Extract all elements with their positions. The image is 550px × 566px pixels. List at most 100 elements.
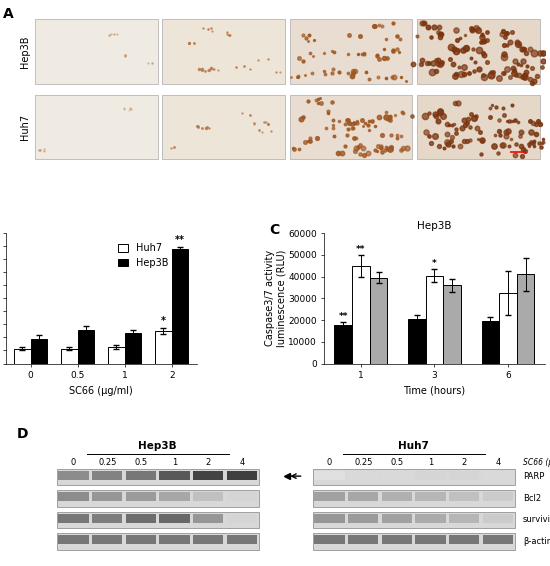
Bar [160, 492, 190, 501]
X-axis label: SC66 (μg/ml): SC66 (μg/ml) [69, 385, 133, 396]
Bar [313, 533, 515, 550]
Bar [289, 95, 412, 158]
Text: PARP: PARP [523, 473, 544, 482]
Text: 4: 4 [239, 458, 245, 468]
Bar [483, 514, 513, 523]
Bar [162, 95, 285, 158]
Bar [315, 492, 345, 501]
Bar [35, 95, 158, 158]
Bar [57, 512, 259, 528]
Text: Hep3B: Hep3B [139, 441, 177, 452]
Bar [58, 492, 89, 501]
Text: **: ** [338, 312, 348, 321]
Text: Huh7: Huh7 [20, 114, 30, 140]
Bar [58, 514, 89, 523]
Bar [482, 321, 499, 363]
Text: 0.25: 0.25 [98, 458, 117, 468]
Bar [162, 19, 285, 84]
Text: *: * [432, 259, 437, 268]
Bar [382, 514, 412, 523]
Bar [78, 331, 94, 363]
Bar [382, 471, 412, 480]
Bar [92, 471, 123, 480]
Legend: Huh7, Hep3B: Huh7, Hep3B [114, 239, 172, 272]
Bar [382, 535, 412, 544]
Text: 0: 0 [327, 458, 332, 468]
Text: survivin: survivin [523, 516, 550, 525]
Bar [483, 492, 513, 501]
Bar [449, 535, 480, 544]
Text: **: ** [356, 245, 366, 254]
Text: A: A [3, 7, 14, 21]
Bar [14, 349, 31, 363]
Bar [125, 333, 141, 363]
Bar [449, 492, 480, 501]
Bar [483, 471, 513, 480]
Bar [348, 514, 378, 523]
Text: SC66 (μg/ml): SC66 (μg/ml) [523, 458, 550, 468]
Bar [315, 471, 345, 480]
Bar [155, 331, 172, 363]
Bar [193, 471, 223, 480]
Bar [334, 325, 352, 363]
Bar [348, 535, 378, 544]
Text: 2: 2 [206, 458, 211, 468]
Text: *: * [161, 316, 166, 325]
Text: 0: 0 [71, 458, 76, 468]
Bar [517, 275, 535, 363]
Title: Hep3B: Hep3B [417, 221, 452, 231]
Bar [313, 490, 515, 507]
Bar [193, 514, 223, 523]
Text: 0.5: 0.5 [390, 458, 404, 468]
Bar [313, 469, 515, 485]
Bar [172, 250, 188, 363]
Bar [126, 492, 156, 501]
X-axis label: Time (hours): Time (hours) [403, 385, 465, 396]
Bar [57, 533, 259, 550]
Bar [348, 492, 378, 501]
Bar [315, 535, 345, 544]
Bar [449, 514, 480, 523]
Text: 4: 4 [496, 458, 500, 468]
Bar [31, 338, 47, 363]
Text: 2: 2 [461, 458, 467, 468]
Bar [443, 285, 461, 363]
Text: Hep3B: Hep3B [20, 35, 30, 68]
Bar [126, 471, 156, 480]
Bar [227, 535, 257, 544]
Bar [313, 512, 515, 528]
Bar [289, 19, 412, 84]
Bar [415, 535, 446, 544]
Bar [417, 95, 540, 158]
Bar [92, 492, 123, 501]
Bar [160, 535, 190, 544]
Bar [415, 471, 446, 480]
Bar [315, 514, 345, 523]
Bar [227, 514, 257, 523]
Bar [126, 535, 156, 544]
Bar [160, 514, 190, 523]
Bar [61, 349, 78, 363]
Text: β-actin: β-actin [523, 537, 550, 546]
Text: **: ** [175, 235, 185, 245]
Bar [370, 278, 387, 363]
Text: 1: 1 [172, 458, 177, 468]
Text: D: D [16, 427, 28, 441]
Bar [57, 490, 259, 507]
Bar [499, 293, 517, 363]
Y-axis label: Caspase3/7 activity
luminescence (RLU): Caspase3/7 activity luminescence (RLU) [265, 250, 287, 347]
Text: C: C [270, 223, 279, 237]
Bar [126, 514, 156, 523]
Bar [193, 535, 223, 544]
Bar [382, 492, 412, 501]
Bar [426, 276, 443, 363]
Text: 0.5: 0.5 [134, 458, 147, 468]
Bar [58, 471, 89, 480]
Text: 0.25: 0.25 [354, 458, 372, 468]
Text: 1: 1 [428, 458, 433, 468]
Bar [417, 19, 540, 84]
Bar [58, 535, 89, 544]
Bar [483, 535, 513, 544]
Bar [92, 514, 123, 523]
Bar [408, 319, 426, 363]
